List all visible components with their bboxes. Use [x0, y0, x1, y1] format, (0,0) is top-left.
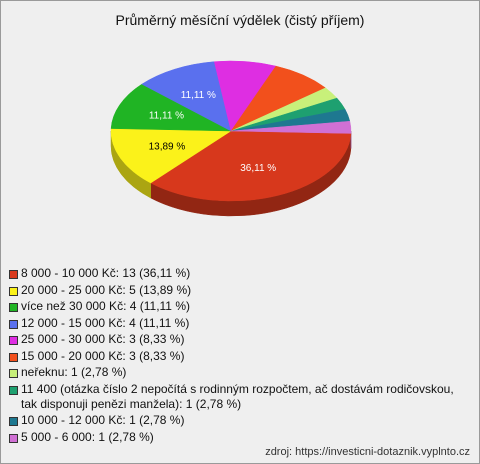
legend-label: neřeknu: 1 (2,78 %) — [21, 365, 127, 379]
data-label: 11,11 % — [149, 110, 184, 121]
pie-area: 36,11 % 13,89 % 11,11 % 11,11 % — [110, 60, 352, 217]
legend-label: 11 400 (otázka číslo 2 nepočítá s rodinn… — [21, 381, 454, 411]
slice — [150, 130, 352, 202]
legend-label: 10 000 - 12 000 Kč: 1 (2,78 %) — [21, 413, 185, 427]
legend-item: 8 000 - 10 000 Kč: 13 (36,11 %) — [9, 266, 461, 281]
legend-swatch — [9, 417, 18, 426]
legend-swatch — [9, 303, 18, 312]
legend-item: 20 000 - 25 000 Kč: 5 (13,89 %) — [9, 283, 461, 298]
data-label: 13,89 % — [149, 142, 186, 153]
legend-item: 15 000 - 20 000 Kč: 3 (8,33 %) — [9, 349, 461, 364]
legend-swatch — [9, 336, 18, 345]
legend-item: neřeknu: 1 (2,78 %) — [9, 365, 461, 380]
legend-swatch — [9, 286, 18, 296]
data-label: 11,11 % — [181, 90, 216, 101]
legend-item: 12 000 - 15 000 Kč: 4 (11,11 %) — [9, 316, 461, 331]
legend-item: více než 30 000 Kč: 4 (11,11 %) — [9, 299, 461, 314]
legend-label: 25 000 - 30 000 Kč: 3 (8,33 %) — [21, 332, 185, 346]
data-label: 36,11 % — [240, 163, 276, 174]
source: zdroj: https://investicni-dotaznik.vypln… — [265, 446, 470, 458]
legend-swatch — [9, 319, 18, 329]
legend-swatch — [9, 369, 18, 378]
pie-tops — [110, 60, 352, 202]
legend-label: více než 30 000 Kč: 4 (11,11 %) — [21, 299, 190, 313]
legend-item: 5 000 - 6 000: 1 (2,78 %) — [9, 430, 461, 445]
legend-label: 5 000 - 6 000: 1 (2,78 %) — [21, 429, 154, 444]
legend-item: 11 400 (otázka číslo 2 nepočítá s rodinn… — [9, 382, 461, 412]
legend-label: 8 000 - 10 000 Kč: 13 (36,11 %) — [21, 266, 191, 280]
slice — [110, 128, 232, 184]
legend-label: 15 000 - 20 000 Kč: 3 (8,33 %) — [21, 348, 185, 363]
slice — [141, 61, 232, 132]
legend: 8 000 - 10 000 Kč: 13 (36,11 %) 20 000 - … — [9, 266, 471, 446]
slice — [230, 120, 352, 134]
legend-label: 12 000 - 15 000 Kč: 4 (11,11 %) — [21, 315, 190, 330]
legend-label: 20 000 - 25 000 Kč: 5 (13,89 %) — [21, 282, 192, 297]
legend-swatch — [9, 270, 18, 279]
legend-item: 10 000 - 12 000 Kč: 1 (2,78 %) — [9, 413, 461, 428]
legend-item: 25 000 - 30 000 Kč: 3 (8,33 %) — [9, 332, 461, 347]
legend-swatch — [9, 352, 18, 362]
legend-swatch — [9, 385, 18, 395]
legend-swatch — [9, 433, 18, 443]
pie-labels: 36,11 % 13,89 % 11,11 % 11,11 % — [149, 90, 277, 174]
slice — [110, 83, 232, 132]
chart-title: Průměrný měsíční výdělek (čistý příjem) — [115, 12, 365, 28]
